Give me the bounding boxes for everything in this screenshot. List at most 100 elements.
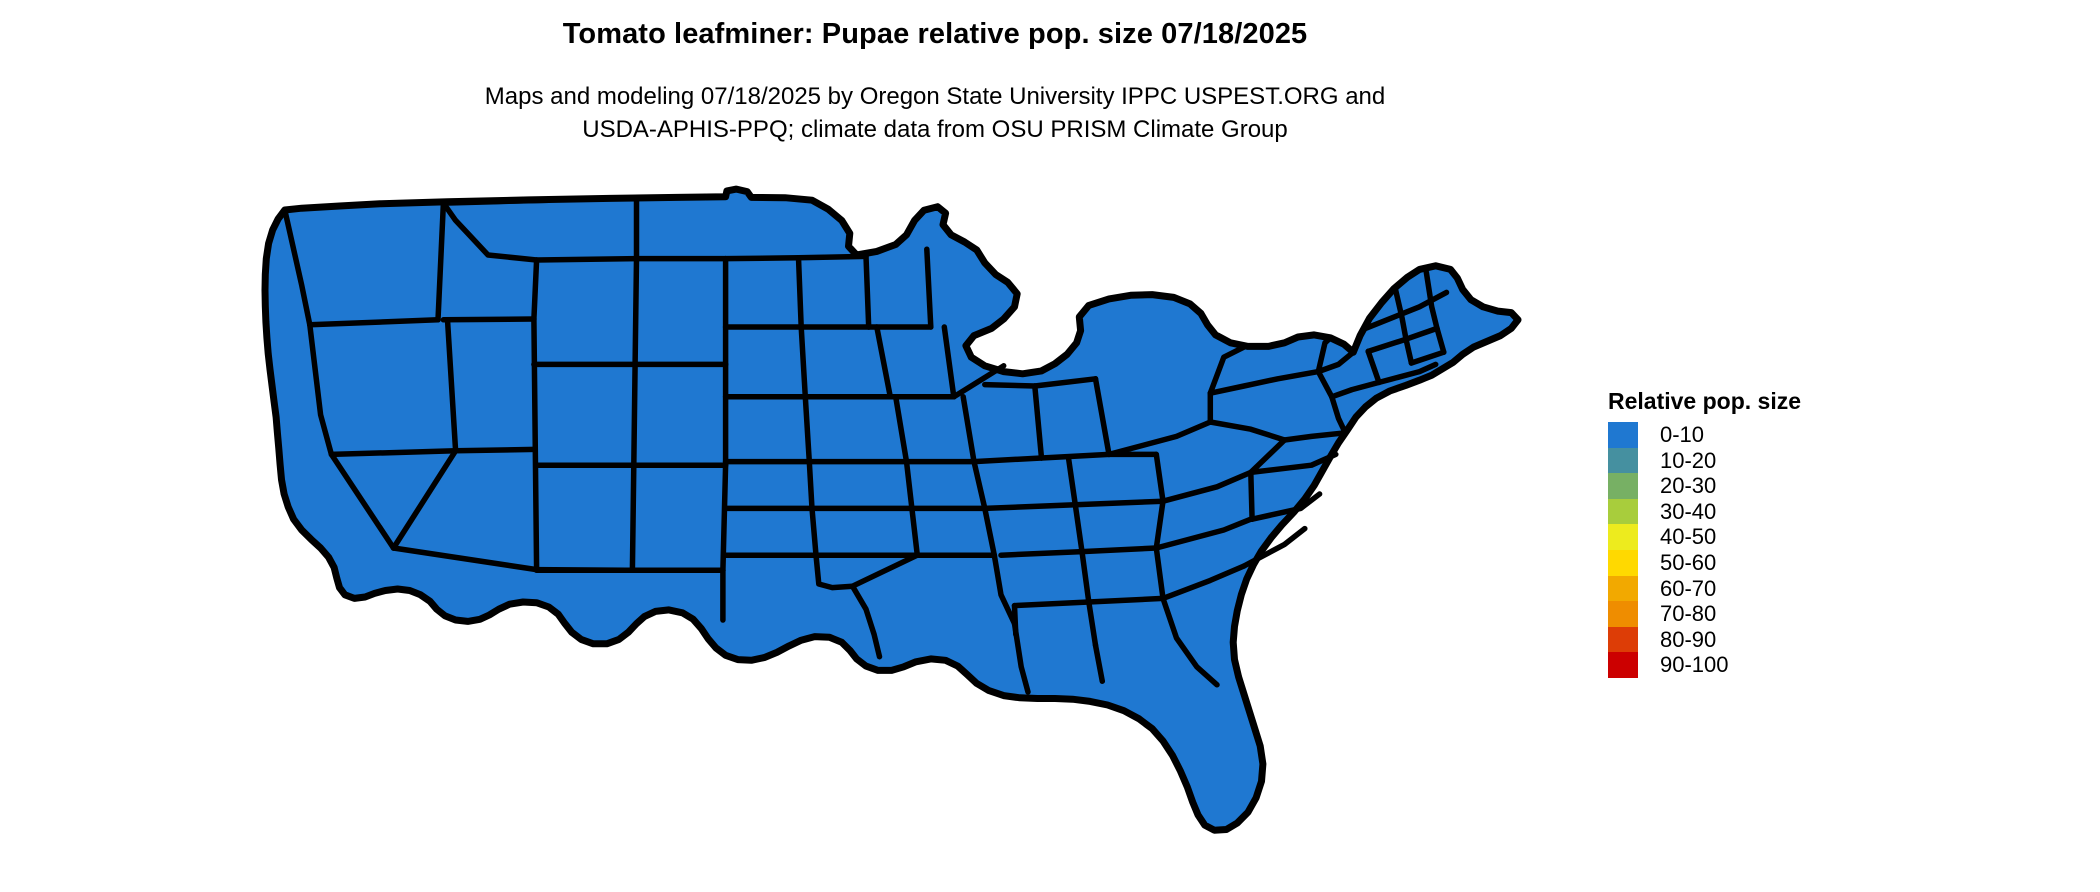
state-border — [1072, 498, 1166, 508]
state-border — [1403, 336, 1415, 366]
legend-item-label: 60-70 — [1660, 575, 1717, 601]
state-border — [1329, 394, 1349, 436]
legend-item: 70-80 — [1608, 601, 1908, 627]
state-border — [795, 253, 869, 261]
legend-item-label: 70-80 — [1660, 601, 1717, 627]
figure-subtitle: Maps and modeling 07/18/2025 by Oregon S… — [0, 80, 1870, 146]
state-border — [1207, 344, 1247, 396]
state-border — [440, 200, 540, 263]
state-border — [874, 324, 894, 400]
legend-item-label: 90-100 — [1660, 652, 1729, 678]
legend-color-swatch — [1608, 473, 1638, 499]
legend-color-swatch — [1608, 447, 1638, 474]
state-border — [532, 446, 540, 573]
state-border — [798, 324, 809, 400]
state-border — [390, 545, 540, 573]
state-border — [328, 448, 459, 458]
state-border — [1079, 545, 1160, 555]
state-border — [1248, 437, 1288, 476]
state-border — [1038, 451, 1112, 461]
legend-item: 60-70 — [1608, 575, 1908, 602]
legend-item-label: 0-10 — [1660, 422, 1705, 447]
legend-item-label: 50-60 — [1660, 549, 1717, 575]
state-border — [924, 246, 934, 330]
legend-item: 0-10 — [1608, 422, 1908, 448]
legend-item: 80-90 — [1608, 626, 1908, 653]
legend-rows: 0-10 10-20 20-30 30-40 40-50 50-60 60-70 70-80 8… — [1608, 422, 1908, 678]
legend: Relative pop. size 0-10 10-20 20-30 30-40 40… — [1608, 388, 1908, 678]
subtitle-line-1: Maps and modeling 07/18/2025 by Oregon S… — [484, 83, 1386, 110]
state-border — [1011, 602, 1019, 638]
legend-color-swatch — [1608, 626, 1638, 653]
state-border — [1315, 368, 1335, 400]
state-border — [1362, 289, 1450, 332]
page-title: Tomato leafminer: Pupae relative pop. si… — [562, 18, 1308, 50]
state-border — [440, 197, 552, 206]
state-border — [1376, 361, 1439, 386]
state-border — [307, 322, 335, 458]
state-border — [1408, 349, 1447, 366]
state-border — [1153, 451, 1166, 504]
state-border — [1079, 548, 1092, 605]
legend-item-label: 40-50 — [1660, 524, 1717, 550]
legend-color-swatch — [1608, 524, 1638, 550]
state-border — [1160, 595, 1220, 688]
legend-item: 30-40 — [1608, 498, 1908, 525]
state-border — [1011, 620, 1031, 695]
state-border — [1160, 563, 1247, 602]
state-border — [328, 451, 397, 551]
state-border — [1032, 383, 1045, 461]
state-border — [1392, 285, 1409, 342]
state-border — [1365, 336, 1409, 355]
state-border — [1403, 325, 1440, 342]
state-border — [629, 462, 637, 574]
state-border — [1207, 419, 1288, 443]
state-border — [1160, 469, 1254, 504]
state-border — [998, 548, 1085, 558]
map-state-boundaries — [261, 185, 1522, 834]
state-border — [1086, 595, 1166, 605]
state-border — [1315, 349, 1357, 375]
national-border — [261, 185, 1522, 834]
state-border — [960, 394, 977, 465]
state-border — [1207, 368, 1322, 396]
state-border — [533, 255, 640, 263]
state-border — [1248, 469, 1255, 522]
state-border — [1365, 348, 1382, 386]
state-border — [631, 361, 638, 468]
state-border — [806, 458, 815, 512]
state-border — [941, 324, 957, 400]
state-border — [1248, 451, 1339, 476]
state-border — [1032, 376, 1099, 389]
state-border — [809, 505, 819, 558]
state-border — [892, 394, 910, 465]
state-border — [971, 458, 988, 512]
state-border — [1241, 525, 1308, 569]
state-border — [444, 317, 459, 454]
state-border — [863, 253, 872, 330]
state-border — [813, 552, 856, 591]
legend-item-label: 10-20 — [1660, 447, 1717, 473]
state-border — [440, 316, 537, 323]
subtitle-line-2: USDA-APHIS-PPQ; climate data from OSU PR… — [582, 116, 1288, 143]
state-border — [1329, 379, 1382, 400]
state-border — [452, 446, 539, 454]
state-border — [531, 316, 539, 453]
legend-item: 10-20 — [1608, 447, 1908, 474]
state-border — [307, 317, 441, 328]
legend-item-label: 80-90 — [1660, 626, 1717, 652]
state-border — [951, 363, 1007, 400]
state-border — [982, 502, 1079, 512]
state-border — [1281, 430, 1349, 443]
legend-color-swatch — [1608, 549, 1638, 576]
state-border — [1249, 491, 1323, 522]
state-border — [982, 505, 998, 558]
legend-color-swatch — [1608, 601, 1638, 627]
state-border — [390, 448, 459, 551]
state-border — [632, 255, 640, 368]
state-border — [1153, 516, 1254, 551]
state-border — [849, 583, 883, 660]
state-border — [795, 255, 804, 330]
state-border — [1153, 498, 1166, 551]
